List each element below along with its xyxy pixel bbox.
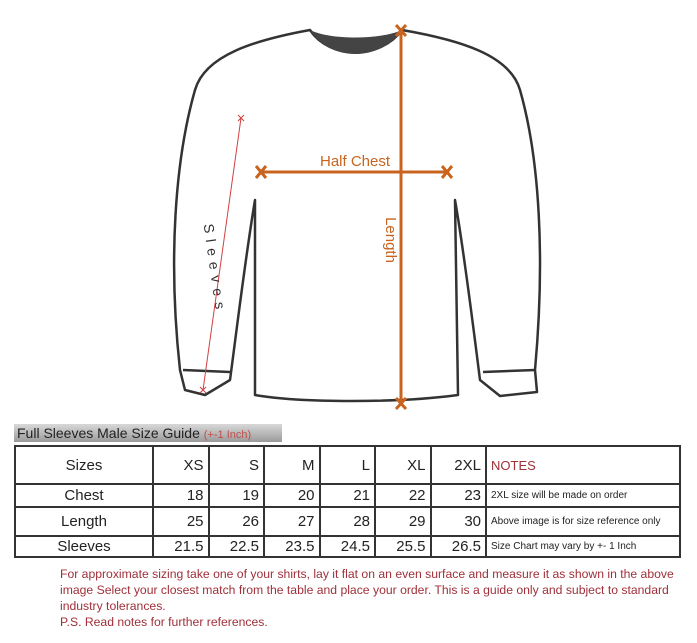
header-cell: XS	[152, 445, 210, 485]
half-chest-label: Half Chest	[320, 153, 391, 170]
size-table: Sizes XS S M L XL 2XL NOTES Chest 18 19 …	[14, 445, 681, 558]
header-cell: XL	[374, 445, 432, 485]
ps-text: P.S. Read notes for further references.	[60, 615, 268, 629]
cell: 28	[318, 506, 376, 537]
instructions-text: For approximate sizing take one of your …	[60, 567, 674, 613]
cell: 23.5	[263, 535, 321, 558]
cell: 25	[152, 506, 210, 537]
length-label: Length	[382, 217, 399, 263]
note: Size Chart may vary by +- 1 Inch	[485, 535, 681, 558]
cell: 29	[374, 506, 432, 537]
cell: 24.5	[318, 535, 376, 558]
cell: 26	[207, 506, 265, 537]
table-header: Sizes XS S M L XL 2XL NOTES	[14, 445, 681, 485]
cell: 21	[318, 483, 376, 508]
note: Above image is for size reference only	[485, 506, 681, 537]
note: 2XL size will be made on order	[485, 483, 681, 508]
cell: 27	[263, 506, 321, 537]
cell: 26.5	[429, 535, 487, 558]
sleeves-label: Sleeves	[201, 223, 230, 316]
cell: 18	[152, 483, 210, 508]
cell: 22	[374, 483, 432, 508]
table-row: Sleeves 21.5 22.5 23.5 24.5 25.5 26.5 Si…	[14, 535, 681, 558]
cell: 19	[207, 483, 265, 508]
header-cell: NOTES	[485, 445, 681, 485]
shirt-diagram: Half Chest Length Sleeves	[172, 23, 542, 411]
footer-instructions: For approximate sizing take one of your …	[60, 566, 695, 630]
cell: 22.5	[207, 535, 265, 558]
header-cell: Sizes	[14, 445, 154, 485]
header-cell: S	[207, 445, 265, 485]
guide-title-text: Full Sleeves Male Size Guide	[17, 425, 200, 441]
row-label: Chest	[14, 483, 154, 508]
shirt-outline	[172, 28, 542, 403]
cell: 20	[263, 483, 321, 508]
header-cell: M	[263, 445, 321, 485]
header-cell: L	[318, 445, 376, 485]
tolerance: (+-1 Inch)	[203, 429, 252, 441]
guide-title: Full Sleeves Male Size Guide (+-1 Inch)	[14, 424, 282, 442]
cell: 21.5	[152, 535, 210, 558]
cell: 25.5	[374, 535, 432, 558]
row-label: Length	[14, 506, 154, 537]
table-row: Length 25 26 27 28 29 30 Above image is …	[14, 506, 681, 537]
row-label: Sleeves	[14, 535, 154, 558]
cell: 30	[429, 506, 487, 537]
collar	[310, 30, 402, 54]
header-cell: 2XL	[429, 445, 487, 485]
table-row: Chest 18 19 20 21 22 23 2XL size will be…	[14, 483, 681, 508]
cell: 23	[429, 483, 487, 508]
